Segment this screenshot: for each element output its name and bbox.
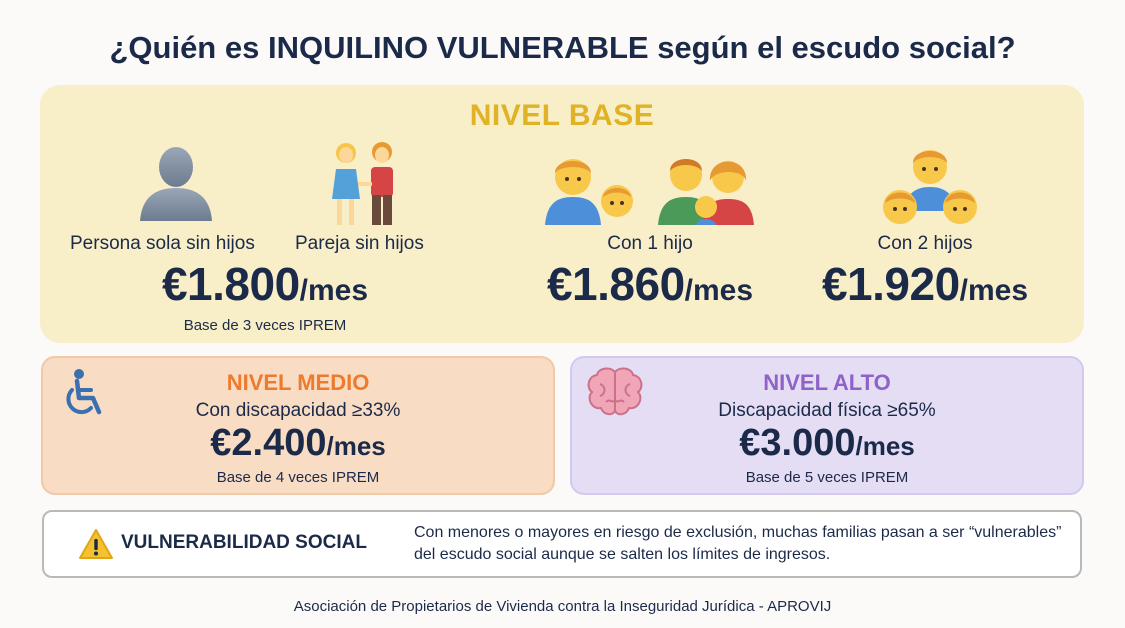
amount-alto: €3.000/mes <box>572 422 1082 465</box>
amount-value: €3.000 <box>739 422 856 464</box>
label-pareja: Pareja sin hijos <box>295 233 424 254</box>
parent-one-child-icon <box>545 159 633 225</box>
base-note: Base de 3 veces IPREM <box>183 317 347 334</box>
nivel-medio-condition: Con discapacidad ≥33% <box>195 400 401 421</box>
amount-medio: €2.400/mes <box>43 422 553 465</box>
title-part-3: según el escudo social? <box>648 30 1016 65</box>
amount-base-1920: €1.920/mes <box>770 257 1080 311</box>
parent-two-children-icon <box>883 150 977 224</box>
nivel-alto-condition: Discapacidad física ≥65% <box>718 400 936 421</box>
family-icon <box>658 159 754 225</box>
footer-credit: Asociación de Propietarios de Vivienda c… <box>293 598 832 615</box>
amount-value: €1.800 <box>161 258 300 310</box>
label-persona-sola: Persona sola sin hijos <box>70 233 255 254</box>
title-part-1: ¿Quién es <box>109 30 268 65</box>
nivel-medio-title: NIVEL MEDIO <box>226 370 370 395</box>
label-con-1-hijo: Con 1 hijo <box>607 233 693 254</box>
vulnerabilidad-social-panel: VULNERABILIDAD SOCIAL Con menores o mayo… <box>42 510 1082 578</box>
nivel-alto-note: Base de 5 veces IPREM <box>745 469 909 486</box>
title-highlight: INQUILINO VULNERABLE <box>267 30 649 65</box>
brain-icon <box>587 367 643 416</box>
nivel-medio-panel: NIVEL MEDIO Con discapacidad ≥33% €2.400… <box>41 356 555 495</box>
page-title: ¿Quién es INQUILINO VULNERABLE según el … <box>0 30 1125 66</box>
couple-icon <box>332 142 393 225</box>
amount-base-1860: €1.860/mes <box>495 257 805 311</box>
nivel-base-panel: NIVEL BASE <box>40 85 1084 343</box>
amount-value: €1.860 <box>546 258 685 310</box>
wheelchair-icon <box>66 369 102 415</box>
amount-unit: /mes <box>855 431 915 461</box>
nivel-base-title: NIVEL BASE <box>469 99 655 132</box>
amount-unit: /mes <box>684 274 754 307</box>
vulnerabilidad-social-label: VULNERABILIDAD SOCIAL <box>121 532 367 553</box>
amount-unit: /mes <box>326 431 386 461</box>
amount-value: €1.920 <box>821 258 960 310</box>
amount-unit: /mes <box>959 274 1029 307</box>
nivel-alto-title: NIVEL ALTO <box>763 370 891 395</box>
nivel-alto-panel: NIVEL ALTO Discapacidad física ≥65% €3.0… <box>570 356 1084 495</box>
amount-unit: /mes <box>299 274 369 307</box>
amount-base-1800: €1.800/mes <box>110 257 420 311</box>
vulnerabilidad-social-description: Con menores o mayores en riesgo de exclu… <box>414 524 1062 563</box>
warning-icon <box>79 529 113 559</box>
person-silhouette-icon <box>140 147 212 221</box>
nivel-medio-note: Base de 4 veces IPREM <box>216 469 380 486</box>
label-con-2-hijos: Con 2 hijos <box>877 233 973 254</box>
amount-value: €2.400 <box>210 422 327 464</box>
